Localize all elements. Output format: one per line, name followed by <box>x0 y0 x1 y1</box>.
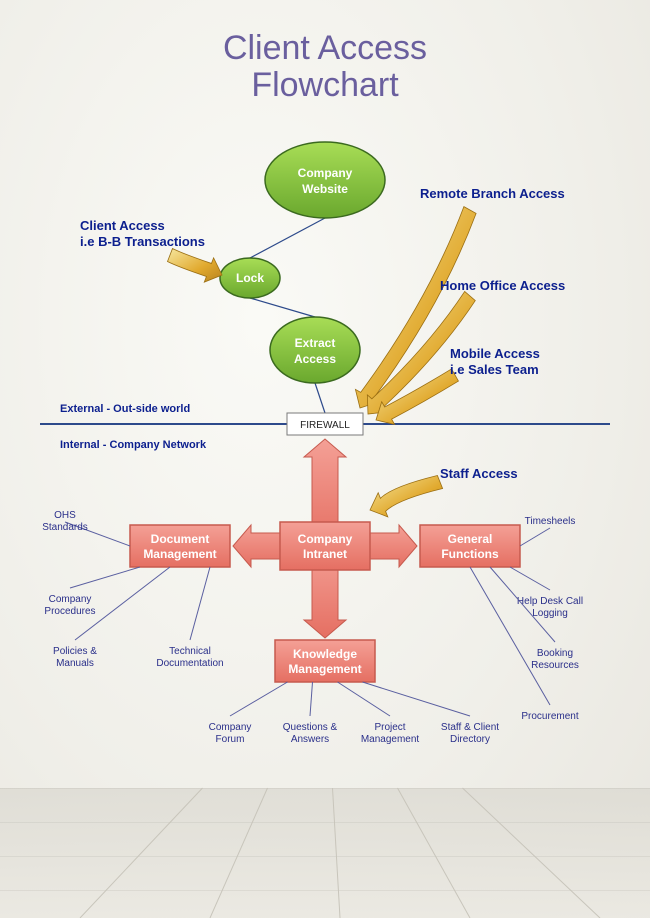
know-child-2-label: Project <box>374 722 405 733</box>
doc-child-2-label: Policies & <box>53 646 97 657</box>
know-child-1-label: Questions & <box>283 722 338 733</box>
know-child-0-label: Forum <box>216 734 245 745</box>
node-know-label2: Management <box>288 662 361 676</box>
know-child-0-label: Company <box>209 722 252 733</box>
edge-extract-firewall <box>315 383 325 413</box>
node-know-label1: Knowledge <box>293 647 357 661</box>
doc-child-0-label: OHS <box>54 510 76 521</box>
know-child-2-label: Management <box>361 734 420 745</box>
doc-child-3-label: Technical <box>169 646 211 657</box>
node-gen-label1: General <box>448 532 493 546</box>
know-child-2-edge <box>338 682 391 716</box>
gen-child-2-label: Resources <box>531 660 579 671</box>
gen-child-1-label: Help Desk Call <box>517 596 583 607</box>
legend-external: External - Out-side world <box>60 403 190 415</box>
annot-staff-l1: Staff Access <box>440 466 518 481</box>
annot-client-l2: i.e B-B Transactions <box>80 234 205 249</box>
floor-line-0 <box>80 788 203 918</box>
firewall-label: FIREWALL <box>300 420 350 431</box>
annot-mobile-l1: Mobile Access <box>450 346 540 361</box>
gen-child-3-label: Procurement <box>521 711 578 722</box>
floor-line-2 <box>333 788 341 918</box>
doc-child-1-edge <box>70 567 140 588</box>
node-extract-label2: Access <box>294 352 336 366</box>
node-intra <box>280 522 370 570</box>
gen-child-1-label: Logging <box>532 608 568 619</box>
edge-website-lock <box>250 218 325 258</box>
gen-child-3-edge <box>470 567 550 705</box>
doc-child-2-label: Manuals <box>56 658 94 669</box>
know-child-3-label: Staff & Client <box>441 722 499 733</box>
gen-child-2-label: Booking <box>537 648 573 659</box>
doc-child-0-label: Standards <box>42 522 88 533</box>
floor-line-4 <box>463 788 601 918</box>
know-child-1-label: Answers <box>291 734 329 745</box>
node-intra-label2: Intranet <box>303 547 347 561</box>
floor-line-1 <box>210 788 268 918</box>
arrow-staff <box>370 476 443 517</box>
know-child-3-label: Directory <box>450 734 490 745</box>
annot-remote-l1: Remote Branch Access <box>420 186 565 201</box>
annot-home-l1: Home Office Access <box>440 278 565 293</box>
gen-child-0-edge <box>520 528 550 546</box>
node-extract <box>270 317 360 383</box>
floor-line-3 <box>398 788 471 918</box>
doc-child-1-label: Procedures <box>44 606 95 617</box>
node-website-label2: Website <box>302 182 348 196</box>
know-child-3-edge <box>363 682 471 716</box>
know-child-0-edge <box>230 682 288 716</box>
node-doc-label1: Document <box>151 532 210 546</box>
doc-child-1-label: Company <box>49 594 92 605</box>
gen-child-0-label: Timesheels <box>525 516 576 527</box>
annot-mobile-l2: i.e Sales Team <box>450 362 539 377</box>
node-intra-label1: Company <box>298 532 353 546</box>
legend-internal: Internal - Company Network <box>60 439 207 451</box>
arrow-client <box>167 248 222 282</box>
flowchart-svg: Company Website Lock Extract Access FIREWALL E… <box>0 0 650 918</box>
doc-child-3-edge <box>190 567 210 640</box>
node-extract-label1: Extract <box>295 336 336 350</box>
edge-lock-extract <box>250 298 315 317</box>
node-website <box>265 142 385 218</box>
annot-client-l1: Client Access <box>80 218 165 233</box>
node-doc-label2: Management <box>143 547 216 561</box>
know-child-1-edge <box>310 682 313 716</box>
node-gen-label2: Functions <box>441 547 499 561</box>
node-lock-label: Lock <box>236 271 264 285</box>
doc-child-3-label: Documentation <box>156 658 223 669</box>
node-website-label1: Company <box>298 166 353 180</box>
gen-child-1-edge <box>510 567 550 590</box>
